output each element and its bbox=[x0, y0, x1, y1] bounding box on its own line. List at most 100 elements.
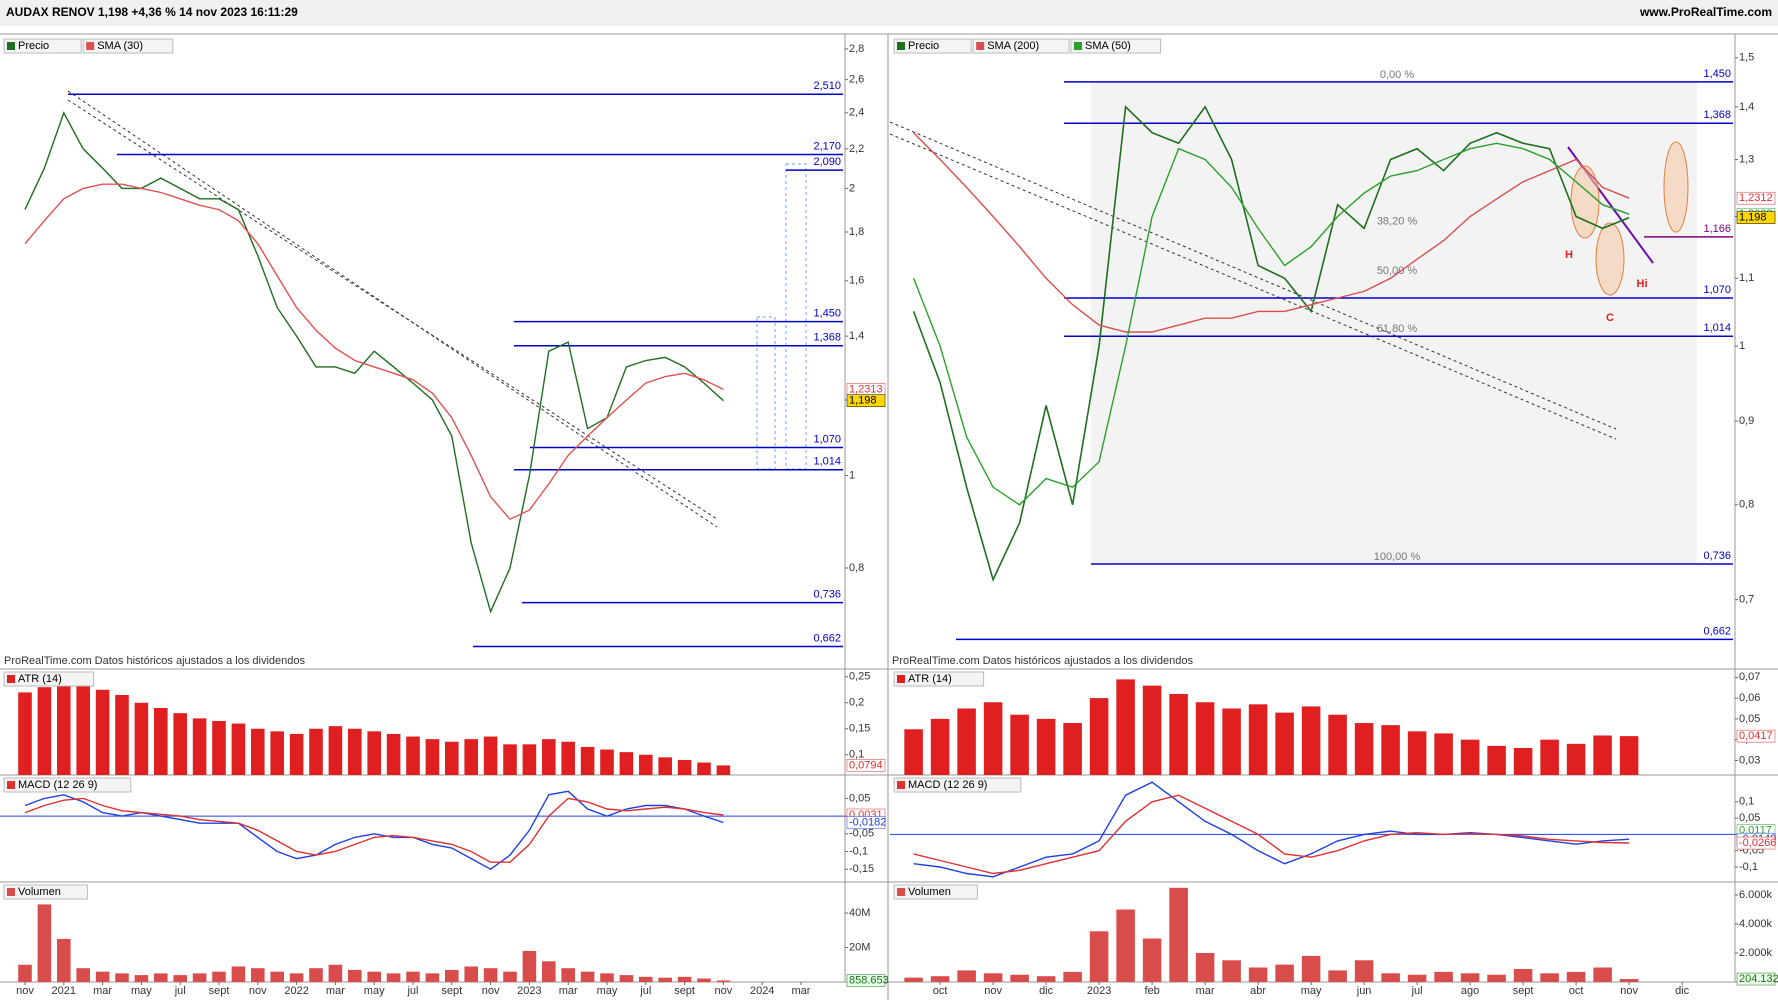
bar bbox=[619, 752, 634, 775]
projection-box bbox=[756, 316, 776, 470]
bar bbox=[1593, 735, 1612, 775]
level-label: 2,510 bbox=[813, 80, 841, 92]
series-line bbox=[912, 105, 1630, 582]
y-tick-label: 0,9 bbox=[1739, 415, 1754, 427]
bar bbox=[639, 976, 653, 982]
y-tick-label: 0,7 bbox=[1739, 594, 1754, 606]
header-bar bbox=[0, 0, 1778, 26]
bar bbox=[580, 971, 595, 982]
y-tick-label: -0,05 bbox=[849, 828, 874, 840]
bar bbox=[1328, 970, 1347, 982]
bar bbox=[328, 726, 343, 775]
bar bbox=[1248, 967, 1268, 982]
fib-label: 0,00 % bbox=[1380, 69, 1414, 81]
bar bbox=[1010, 974, 1029, 982]
bar bbox=[904, 729, 923, 775]
bar bbox=[95, 971, 110, 982]
bar bbox=[1407, 731, 1427, 775]
y-tick-label: 2.000k bbox=[1739, 947, 1773, 959]
bar bbox=[425, 973, 440, 982]
header-site[interactable]: www.ProRealTime.com bbox=[1639, 5, 1772, 19]
legend-swatch bbox=[7, 888, 15, 896]
y-tick-label: 1,3 bbox=[1739, 153, 1754, 165]
x-tick-label: 2023 bbox=[517, 985, 541, 997]
bar bbox=[1540, 739, 1559, 775]
last-value-box bbox=[1736, 836, 1776, 850]
bar bbox=[1142, 938, 1162, 982]
x-tick-label: jun bbox=[1356, 985, 1372, 997]
level-label: 0,662 bbox=[1703, 625, 1731, 637]
series-line bbox=[913, 132, 1630, 333]
y-tick-label: 1,5 bbox=[1739, 52, 1754, 64]
x-tick-label: may bbox=[597, 985, 618, 997]
level-label: 1,450 bbox=[1703, 68, 1731, 80]
bar bbox=[600, 973, 614, 982]
bar bbox=[904, 977, 923, 982]
bar bbox=[348, 728, 362, 775]
trendline bbox=[67, 99, 718, 520]
y-tick-label: 4.000k bbox=[1739, 918, 1773, 930]
bar bbox=[542, 739, 556, 775]
legend-swatch bbox=[7, 675, 15, 683]
x-tick-label: sept bbox=[441, 985, 462, 997]
legend-chip bbox=[893, 884, 978, 900]
bar bbox=[464, 739, 478, 775]
legend-swatch bbox=[86, 42, 95, 50]
bar bbox=[445, 969, 459, 982]
bar bbox=[367, 971, 381, 982]
bar bbox=[1619, 736, 1639, 775]
pattern-label: C bbox=[1606, 312, 1614, 324]
x-tick-label: nov bbox=[16, 985, 34, 997]
bar bbox=[115, 694, 129, 775]
bar bbox=[639, 754, 653, 775]
y-tick-label: 0,25 bbox=[849, 671, 870, 683]
bar bbox=[677, 759, 692, 775]
x-tick-label: jul bbox=[406, 985, 418, 997]
bar bbox=[231, 966, 246, 982]
bar bbox=[37, 687, 52, 775]
bar bbox=[1566, 743, 1586, 775]
level-label: 1,368 bbox=[813, 332, 841, 344]
legend-entry: Precio bbox=[908, 40, 939, 52]
bar bbox=[983, 973, 1003, 982]
bar bbox=[580, 746, 595, 775]
legend-chip bbox=[893, 38, 972, 54]
bar bbox=[251, 728, 265, 775]
legend-chip bbox=[3, 38, 82, 54]
y-tick-label: -0,1 bbox=[1739, 861, 1758, 873]
legend-chip bbox=[3, 777, 132, 793]
x-tick-label: 2021 bbox=[52, 985, 76, 997]
legend-entry: MACD (12 26 9) bbox=[908, 779, 987, 791]
series-line bbox=[24, 797, 724, 863]
legend-swatch bbox=[1074, 42, 1082, 50]
bar bbox=[1540, 973, 1559, 982]
y-tick-label: 40M bbox=[849, 907, 870, 919]
x-tick-label: 2024 bbox=[750, 985, 774, 997]
series-line bbox=[912, 142, 1630, 506]
level-label: 1,014 bbox=[1703, 322, 1731, 334]
bar bbox=[1566, 971, 1586, 982]
y-tick-label: 0,07 bbox=[1739, 671, 1760, 683]
bar bbox=[37, 904, 52, 982]
x-tick-label: mar bbox=[1196, 985, 1215, 997]
x-tick-label: dic bbox=[1675, 985, 1690, 997]
level-label: 0,662 bbox=[813, 632, 841, 644]
pattern-ellipse bbox=[1663, 141, 1689, 233]
bar bbox=[957, 708, 976, 775]
bar bbox=[425, 739, 440, 775]
legend-entry: Volumen bbox=[18, 886, 61, 898]
bar bbox=[1116, 909, 1135, 982]
x-tick-label: sept bbox=[674, 985, 695, 997]
bar bbox=[192, 973, 207, 982]
bar bbox=[1036, 976, 1056, 982]
bar bbox=[503, 744, 517, 775]
bar bbox=[289, 973, 304, 982]
bar bbox=[1222, 708, 1241, 775]
bar bbox=[658, 757, 672, 775]
trendline bbox=[889, 133, 1617, 440]
y-tick-label: 2,8 bbox=[849, 43, 864, 55]
legend-swatch bbox=[976, 42, 985, 50]
x-tick-label: mar bbox=[93, 985, 112, 997]
bar bbox=[542, 961, 556, 982]
y-tick-label: 1,1 bbox=[1739, 272, 1754, 284]
